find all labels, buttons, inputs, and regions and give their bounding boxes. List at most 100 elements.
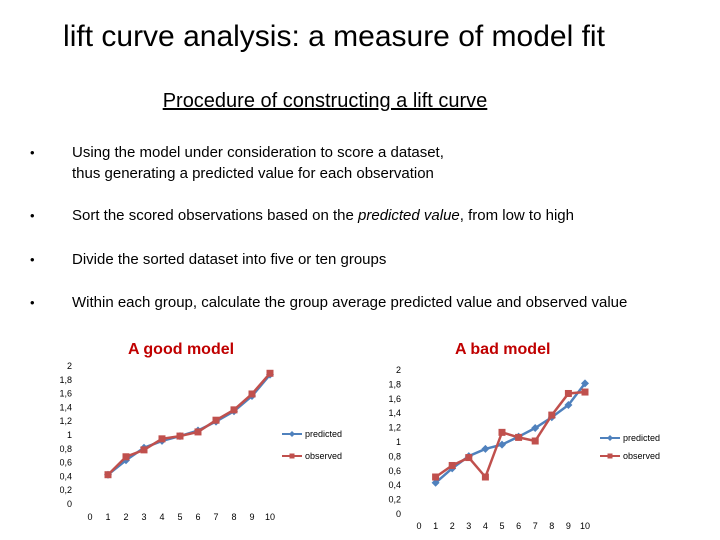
data-point-observed [481,473,489,481]
bullet-dot: • [30,295,35,310]
y-tick-label: 0,6 [388,466,401,476]
data-point-observed [564,389,572,397]
legend-marker-observed [289,453,295,459]
data-point-observed [498,428,506,436]
data-point-observed [515,433,523,441]
x-tick-label: 8 [549,521,554,531]
x-tick-label: 7 [533,521,538,531]
bullet-dot: • [30,252,35,267]
data-point-observed [104,471,112,479]
y-tick-label: 1,8 [388,379,401,389]
y-tick-label: 0 [396,509,401,519]
y-tick-label: 1 [67,430,72,440]
y-tick-label: 2 [67,361,72,371]
bullet-text: Within each group, calculate the group a… [72,294,628,311]
bullet-text: Divide the sorted dataset into five or t… [72,251,387,268]
x-tick-label: 1 [105,512,110,522]
x-tick-label: 0 [87,512,92,522]
data-point-observed [432,473,440,481]
y-tick-label: 1,6 [388,394,401,404]
x-tick-label: 9 [566,521,571,531]
slide-subtitle: Procedure of constructing a lift curve [0,90,650,113]
lift-chart-good-model: 0 0,2 0,4 0,6 0,8 1 1,2 1,4 1,6 1,8 2 0 1 2 3 4 5 6 7 8 9 10 p… [60,361,342,522]
series-line-observed [434,390,586,480]
data-point-observed [230,406,238,414]
x-tick-label: 4 [483,521,488,531]
x-tick-label: 3 [466,521,471,531]
data-point-observed [158,435,166,443]
x-tick-label: 2 [450,521,455,531]
legend-label-predicted: predicted [305,429,342,439]
x-tick-label: 9 [249,512,254,522]
x-tick-label: 6 [516,521,521,531]
bullet-text-emphasis: predicted value [358,207,460,224]
data-point-predicted [431,478,440,487]
data-point-observed [122,453,130,461]
y-tick-label: 1,4 [388,408,401,418]
chart-title-good: A good model [128,341,235,358]
y-tick-label: 0,8 [60,444,72,454]
y-tick-label: 0,4 [388,480,401,490]
data-point-observed [266,369,274,377]
series-line-predicted [107,373,271,476]
bullet-text-part: Sort the scored observations based on th… [72,207,359,224]
data-point-predicted [564,401,573,409]
bullet-dot: • [30,145,35,160]
data-point-predicted [531,424,540,433]
slide-title: lift curve analysis: a measure of model … [63,20,605,53]
bullet-text: Sort the scored observations based on th… [72,205,574,226]
bullet-item: • Divide the sorted dataset into five or… [30,249,386,270]
data-point-observed [176,432,184,440]
subtitle-text: Procedure of constructing a lift curve [162,90,488,112]
y-tick-label: 0,8 [388,451,401,461]
y-tick-label: 0,2 [60,485,72,495]
x-tick-label: 1 [433,521,438,531]
legend-label-observed: observed [623,451,660,461]
y-tick-label: 1,2 [388,423,401,433]
bullet-item: • Within each group, calculate the group… [30,292,627,313]
y-tick-label: 1,2 [60,416,72,426]
x-tick-label: 10 [265,512,275,522]
y-tick-label: 1 [396,437,401,447]
data-point-predicted [581,379,589,388]
data-point-observed [581,388,589,396]
legend-marker-predicted [607,435,613,441]
legend-label-predicted: predicted [623,433,660,443]
y-tick-label: 0,2 [388,495,401,505]
data-point-observed [548,411,556,419]
data-point-predicted [498,440,506,449]
x-tick-label: 7 [213,512,218,522]
y-tick-label: 0 [67,499,72,509]
bullet-text-part: , from low to high [459,207,574,224]
x-tick-label: 10 [580,521,590,531]
data-point-observed [140,446,148,454]
y-tick-label: 0,4 [60,471,72,481]
data-point-observed [212,416,220,424]
chart-title-bad: A bad model [455,341,551,358]
data-point-predicted [481,444,490,453]
y-tick-label: 1,4 [60,402,72,412]
x-tick-label: 6 [195,512,200,522]
lift-chart-bad-model: 0 0,2 0,4 0,6 0,8 1 1,2 1,4 1,6 1,8 2 0 1 2 3 4 5 6 7 8 9 10 p… [388,365,660,531]
x-tick-label: 0 [416,521,421,531]
x-tick-label: 4 [159,512,164,522]
x-tick-label: 5 [499,521,504,531]
x-tick-label: 5 [177,512,182,522]
bullet-item: • Sort the scored observations based on … [30,205,574,226]
data-point-observed [531,437,539,445]
bullet-dot: • [30,208,35,223]
legend-marker-observed [607,453,613,459]
legend-marker-predicted [289,431,295,437]
bullet-text: Using the model under consideration to s… [72,144,444,182]
y-tick-label: 2 [396,365,401,375]
bullet-item: • Using the model under consideration to… [30,142,444,184]
legend-label-observed: observed [305,451,342,461]
x-tick-label: 3 [141,512,146,522]
data-point-observed [248,390,256,398]
data-point-observed [448,461,456,469]
y-tick-label: 0,6 [60,458,72,468]
x-tick-label: 2 [123,512,128,522]
series-line-observed [107,372,271,476]
x-tick-label: 8 [231,512,236,522]
series-line-predicted [434,382,586,484]
